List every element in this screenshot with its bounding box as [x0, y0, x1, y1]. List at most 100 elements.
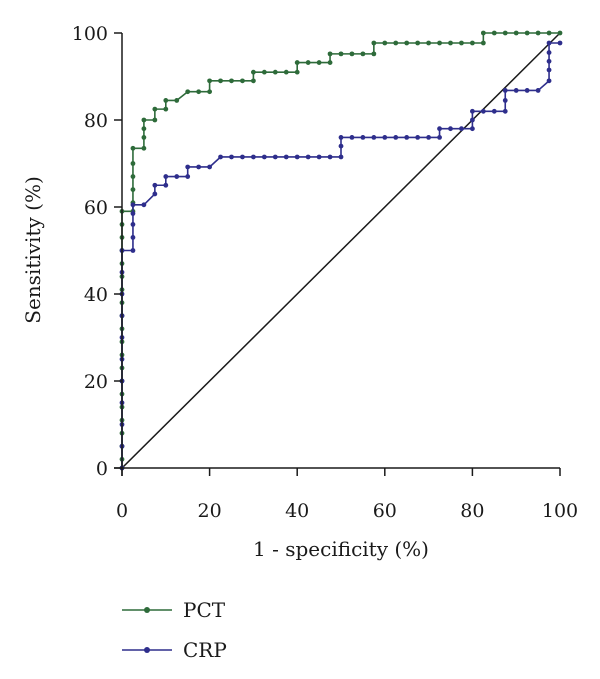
data-point-crp [316, 154, 322, 160]
data-point-crp [130, 235, 136, 240]
data-point-crp [371, 135, 377, 140]
data-point-pct [130, 174, 136, 179]
y-ticks: 0 20 40 60 80 100 [72, 23, 122, 480]
data-point-pct [437, 40, 442, 46]
data-point-crp [437, 135, 442, 140]
data-point-crp [251, 154, 256, 160]
data-point-pct [130, 145, 136, 151]
data-point-pct [371, 40, 377, 46]
data-point-pct [240, 78, 245, 84]
data-point-pct [196, 89, 202, 95]
legend-item-crp: CRP [122, 638, 227, 662]
data-point-pct [327, 51, 333, 57]
legend-swatch-marker [144, 607, 150, 613]
data-point-pct [513, 30, 519, 36]
y-tick-label: 40 [84, 284, 108, 306]
x-tick-label: 40 [285, 500, 309, 522]
data-point-crp [272, 154, 278, 160]
data-point-pct [174, 98, 180, 103]
data-point-crp [546, 50, 552, 55]
data-point-pct [371, 51, 377, 57]
data-point-pct [163, 106, 169, 112]
data-point-pct [305, 60, 311, 65]
y-tick-label: 80 [84, 110, 108, 132]
data-point-pct [393, 40, 399, 46]
data-point-pct [491, 30, 497, 36]
legend-swatch-marker [144, 647, 150, 653]
data-point-pct [349, 51, 355, 57]
data-point-pct [404, 40, 410, 46]
data-point-crp [546, 78, 552, 84]
data-point-crp [152, 191, 158, 197]
data-point-pct [557, 30, 563, 36]
data-point-crp [491, 108, 497, 114]
data-point-pct [480, 40, 486, 46]
data-point-crp [130, 202, 136, 208]
x-axis-title: 1 - specificity (%) [253, 537, 429, 561]
data-point-crp [152, 182, 158, 188]
x-axis: 0 20 40 60 80 100 [114, 467, 578, 522]
data-point-crp [130, 211, 136, 216]
data-point-crp [338, 154, 344, 160]
series-crp [119, 40, 563, 471]
data-point-crp [557, 40, 563, 46]
y-tick-label: 0 [96, 458, 108, 480]
data-point-pct [152, 106, 158, 112]
data-point-pct [185, 89, 191, 95]
data-point-crp [327, 154, 333, 160]
data-point-crp [437, 126, 442, 132]
data-point-pct [535, 30, 541, 36]
data-point-crp [535, 88, 541, 93]
data-point-crp [470, 126, 475, 132]
data-point-pct [470, 40, 475, 46]
data-point-pct [294, 69, 300, 75]
data-point-crp [229, 154, 234, 160]
data-point-crp [196, 164, 202, 170]
legend: PCT CRP [122, 598, 227, 662]
data-point-crp [130, 222, 136, 227]
data-point-crp [207, 164, 213, 170]
data-point-crp [261, 154, 267, 160]
data-point-pct [448, 40, 453, 46]
x-tick-label: 20 [198, 500, 222, 522]
legend-label: PCT [183, 598, 226, 622]
y-axis: 0 20 40 60 80 100 [72, 23, 123, 480]
x-ticks: 0 20 40 60 80 100 [116, 468, 578, 522]
data-point-pct [524, 30, 530, 36]
data-point-pct [426, 40, 431, 46]
data-point-pct [294, 60, 300, 65]
data-point-crp [480, 108, 486, 114]
data-point-crp [502, 108, 508, 114]
data-point-crp [404, 135, 410, 140]
data-point-pct [130, 161, 136, 166]
data-point-crp [470, 117, 475, 123]
data-point-pct [130, 187, 136, 193]
data-point-crp [240, 154, 245, 160]
x-tick-label: 80 [460, 500, 484, 522]
data-point-crp [470, 108, 475, 114]
data-point-crp [338, 135, 344, 140]
data-point-pct [141, 117, 147, 123]
data-point-crp [382, 135, 388, 140]
data-point-pct [141, 145, 147, 151]
data-point-crp [426, 135, 431, 140]
data-point-crp [305, 154, 311, 160]
data-point-pct [251, 69, 256, 75]
data-point-crp [502, 98, 508, 103]
data-point-pct [502, 30, 508, 36]
data-point-crp [163, 182, 169, 188]
data-point-crp [163, 174, 169, 179]
data-point-crp [294, 154, 300, 160]
y-axis-title: Sensitivity (%) [21, 176, 45, 324]
data-point-pct [229, 78, 234, 84]
y-tick-label: 20 [84, 371, 108, 393]
data-point-crp [360, 135, 366, 140]
data-point-crp [174, 174, 180, 179]
data-point-pct [218, 78, 223, 84]
data-point-pct [261, 69, 267, 75]
x-tick-label: 0 [116, 500, 128, 522]
data-point-crp [546, 40, 552, 46]
data-point-crp [349, 135, 355, 140]
plot-area [119, 30, 563, 471]
